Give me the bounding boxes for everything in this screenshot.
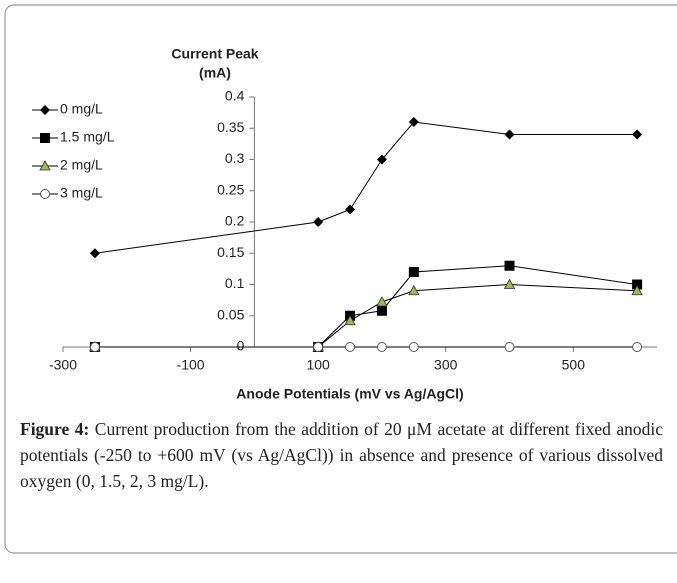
legend-label: 0 mg/L — [60, 101, 103, 117]
y-tick-label: 0.05 — [217, 306, 244, 322]
marker — [89, 342, 100, 352]
y-label: (mA) — [199, 65, 231, 81]
marker — [376, 342, 387, 352]
series-line — [94, 265, 638, 348]
legend-label: 1.5 mg/L — [60, 129, 115, 145]
marker — [408, 342, 419, 352]
x-label: Anode Potentials (mV vs Ag/AgCl) — [236, 386, 463, 402]
marker — [504, 129, 515, 140]
legend-label: 3 mg/L — [60, 185, 103, 201]
marker — [313, 217, 324, 227]
marker — [376, 305, 387, 316]
y-tick-label: 0.35 — [217, 119, 244, 135]
y-tick-label: 0 — [237, 338, 245, 354]
marker — [344, 314, 356, 326]
marker — [40, 189, 50, 199]
series-line — [94, 283, 638, 348]
x-tick-label: -300 — [49, 357, 77, 373]
marker — [345, 204, 356, 215]
frame — [4, 4, 677, 554]
marker — [632, 279, 643, 290]
marker — [345, 342, 356, 352]
x-tick-label: 500 — [562, 357, 586, 373]
marker — [408, 284, 420, 296]
marker — [89, 248, 100, 259]
marker — [503, 278, 516, 289]
caption: Figure 4: Current production from the ad… — [20, 416, 663, 494]
y-tick-label: 0.3 — [225, 150, 245, 166]
x-tick-label: -100 — [177, 357, 205, 373]
marker — [313, 342, 324, 352]
marker — [40, 105, 50, 115]
y-tick-label: 0.25 — [217, 181, 244, 197]
series-line — [94, 121, 638, 254]
marker — [376, 154, 387, 165]
marker — [504, 342, 515, 352]
x-tick-label: 300 — [434, 357, 458, 373]
caption-text: Current production from the addition of … — [20, 419, 663, 491]
marker — [376, 296, 388, 307]
marker — [408, 267, 419, 277]
caption-label: Figure 4: — [20, 419, 90, 439]
marker — [632, 342, 643, 352]
y-tick-label: 0.2 — [225, 213, 245, 229]
marker — [504, 260, 515, 271]
marker — [408, 117, 419, 127]
y-label: Current Peak — [171, 46, 258, 62]
marker — [39, 160, 51, 171]
y-tick-label: 0.1 — [225, 275, 245, 291]
y-tick-label: 0.4 — [225, 88, 245, 104]
marker — [40, 133, 50, 143]
x-tick-label: 100 — [306, 357, 330, 373]
marker — [631, 284, 643, 296]
marker — [632, 129, 643, 140]
y-tick-label: 0.15 — [217, 244, 244, 260]
legend-label: 2 mg/L — [60, 157, 103, 173]
